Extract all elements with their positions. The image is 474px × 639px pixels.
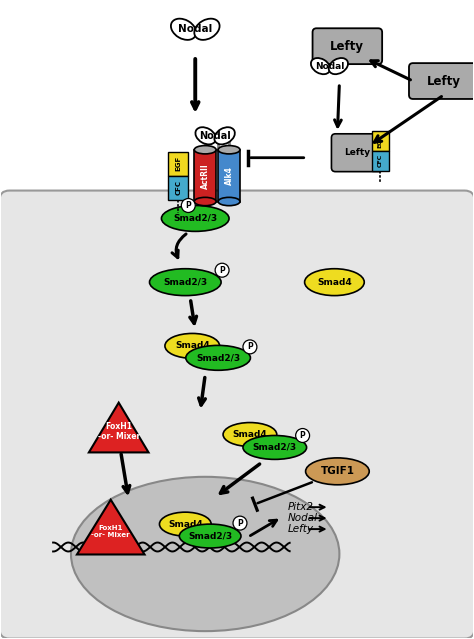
FancyBboxPatch shape [0,190,474,638]
Ellipse shape [305,269,364,296]
Ellipse shape [311,58,330,74]
Text: Lefty: Lefty [330,40,365,52]
FancyBboxPatch shape [331,134,383,172]
Ellipse shape [179,524,241,548]
Ellipse shape [218,197,240,206]
Ellipse shape [329,58,348,74]
Text: P: P [300,431,305,440]
Circle shape [182,199,195,212]
Text: P: P [219,266,225,275]
Ellipse shape [171,19,196,40]
Text: Smad4: Smad4 [168,520,203,528]
Text: FoxH1
-or- Mixer: FoxH1 -or- Mixer [91,525,130,538]
Ellipse shape [218,146,240,154]
Text: Lefty: Lefty [344,148,370,157]
Text: Smad4: Smad4 [317,278,352,287]
Ellipse shape [306,458,369,485]
Text: P: P [247,343,253,351]
Text: Smad2/3: Smad2/3 [188,532,232,541]
Ellipse shape [194,19,219,40]
Bar [372,131,389,151]
Ellipse shape [71,477,339,631]
Text: Smad2/3: Smad2/3 [173,214,217,223]
Text: Smad4: Smad4 [175,341,210,350]
Ellipse shape [159,512,211,536]
Ellipse shape [162,206,229,231]
FancyBboxPatch shape [312,28,382,64]
Text: Nodal: Nodal [178,24,212,35]
Text: Nodal: Nodal [315,61,344,70]
Bar [218,150,240,201]
Text: FoxH1
-or- Mixer: FoxH1 -or- Mixer [98,422,140,441]
Text: P: P [237,519,243,528]
Ellipse shape [214,127,235,144]
Text: Pitx2: Pitx2 [288,502,314,512]
Text: P: P [185,201,191,210]
Text: Nodal: Nodal [288,513,318,523]
Circle shape [243,340,257,354]
Text: CFC: CFC [378,154,383,167]
Bar [194,150,216,201]
Polygon shape [89,403,148,452]
Text: Lefty: Lefty [288,524,314,534]
Text: CFC: CFC [175,180,182,195]
Text: Smad2/3: Smad2/3 [163,278,207,287]
Ellipse shape [195,127,216,144]
Bar [168,176,188,199]
Circle shape [215,263,229,277]
Polygon shape [77,500,145,555]
Ellipse shape [243,436,307,459]
Text: Smad2/3: Smad2/3 [196,353,240,362]
Ellipse shape [194,146,216,154]
Ellipse shape [194,197,216,206]
Ellipse shape [223,422,277,447]
Text: TGIF1: TGIF1 [320,466,355,476]
Text: Lefty: Lefty [427,75,461,88]
Text: EGF: EGF [378,134,383,148]
Text: Smad4: Smad4 [233,430,267,439]
Text: EGF: EGF [175,156,182,171]
Text: Smad2/3: Smad2/3 [253,443,297,452]
FancyBboxPatch shape [409,63,474,99]
Circle shape [296,429,310,442]
Bar [168,151,188,176]
Text: Alk4: Alk4 [225,166,234,185]
Text: Nodal: Nodal [199,131,231,141]
Ellipse shape [149,269,221,296]
Bar [372,151,389,171]
Ellipse shape [165,334,219,358]
Circle shape [233,516,247,530]
Ellipse shape [186,346,250,370]
Text: ActRII: ActRII [201,163,210,189]
